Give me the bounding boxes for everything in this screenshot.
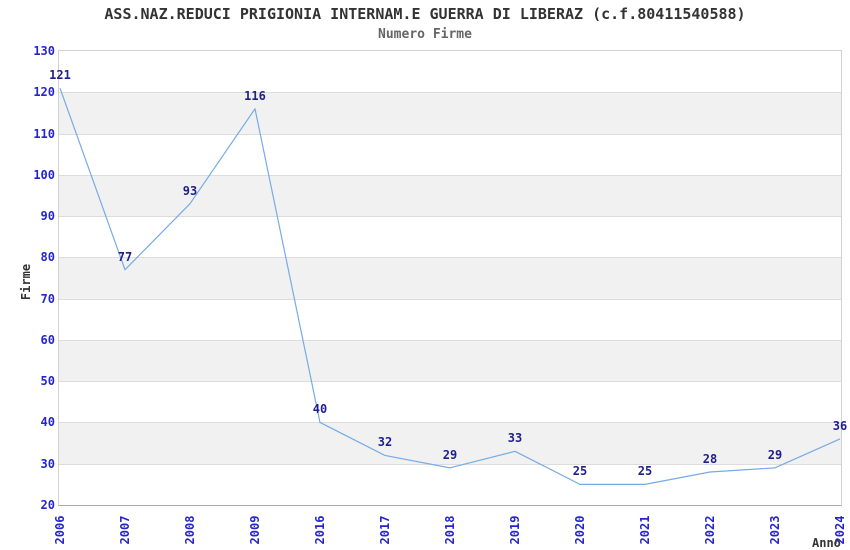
data-point-label: 33 (507, 431, 523, 446)
data-point-label: 25 (637, 464, 653, 479)
data-point-label: 93 (182, 183, 198, 198)
data-point-label: 28 (702, 451, 718, 466)
plot-area: 121 77 93 116 40 32 29 33 25 25 28 29 36 (49, 51, 847, 505)
gridline (59, 381, 841, 382)
data-point-label: 29 (767, 447, 783, 462)
series-polyline (59, 87, 841, 485)
y-tick-label: 20 (40, 498, 55, 512)
chart-title: ASS.NAZ.REDUCI PRIGIONIA INTERNAM.E GUER… (104, 5, 746, 23)
plot-frame: 121 77 93 116 40 32 29 33 25 25 28 29 36 (49, 50, 847, 506)
x-axis-title: Anno (812, 536, 841, 550)
y-tick-label: 120 (33, 85, 55, 100)
line-series (59, 87, 841, 485)
y-tick-label: 50 (40, 374, 55, 389)
data-point-label: 40 (312, 402, 328, 417)
data-point-label: 29 (442, 447, 458, 462)
x-tick-label: 2016 (313, 515, 327, 545)
x-tick-label: 2020 (573, 515, 587, 545)
gridline (59, 422, 841, 423)
x-tick-label: 2007 (118, 515, 132, 545)
x-tick-label: 2023 (768, 515, 782, 545)
y-tick-label: 60 (40, 332, 55, 347)
x-tick-label: 2006 (53, 515, 67, 545)
x-tick-label: 2017 (378, 515, 392, 545)
y-tick-label: 100 (33, 167, 55, 182)
grid-band (59, 174, 841, 217)
x-tick-label: 2008 (183, 515, 197, 545)
y-tick-label: 130 (33, 44, 55, 58)
y-axis-title: Firme (19, 263, 33, 301)
gridline (59, 216, 841, 217)
y-tick-label: 40 (40, 415, 55, 430)
data-point-label: 77 (117, 249, 133, 264)
data-point-label: 116 (244, 88, 266, 103)
gridline (59, 175, 841, 176)
x-tick-label: 2021 (638, 515, 652, 545)
gridline (59, 257, 841, 258)
gridline (59, 92, 841, 93)
x-tick-label: 2018 (443, 515, 457, 545)
x-tick-label: 2019 (508, 515, 522, 545)
gridline (59, 340, 841, 341)
data-point-label: 25 (572, 464, 588, 479)
x-tick-label: 2022 (703, 515, 717, 545)
y-tick-label: 90 (40, 209, 55, 224)
chart-subtitle: Numero Firme (378, 27, 472, 42)
grid-band (59, 422, 841, 464)
grid-band (59, 92, 841, 134)
grid-band (59, 257, 841, 299)
y-tick-label: 30 (40, 456, 55, 471)
gridline (59, 464, 841, 465)
y-tick-label: 80 (40, 250, 55, 265)
grid-band (59, 339, 841, 382)
gridline (59, 134, 841, 135)
data-point-label: 36 (832, 418, 848, 433)
data-point-label: 32 (377, 435, 393, 450)
data-point-label: 121 (49, 68, 71, 83)
gridline (59, 299, 841, 300)
y-tick-label: 70 (40, 291, 55, 306)
x-tick-label: 2009 (248, 515, 262, 545)
y-tick-label: 110 (33, 126, 55, 141)
